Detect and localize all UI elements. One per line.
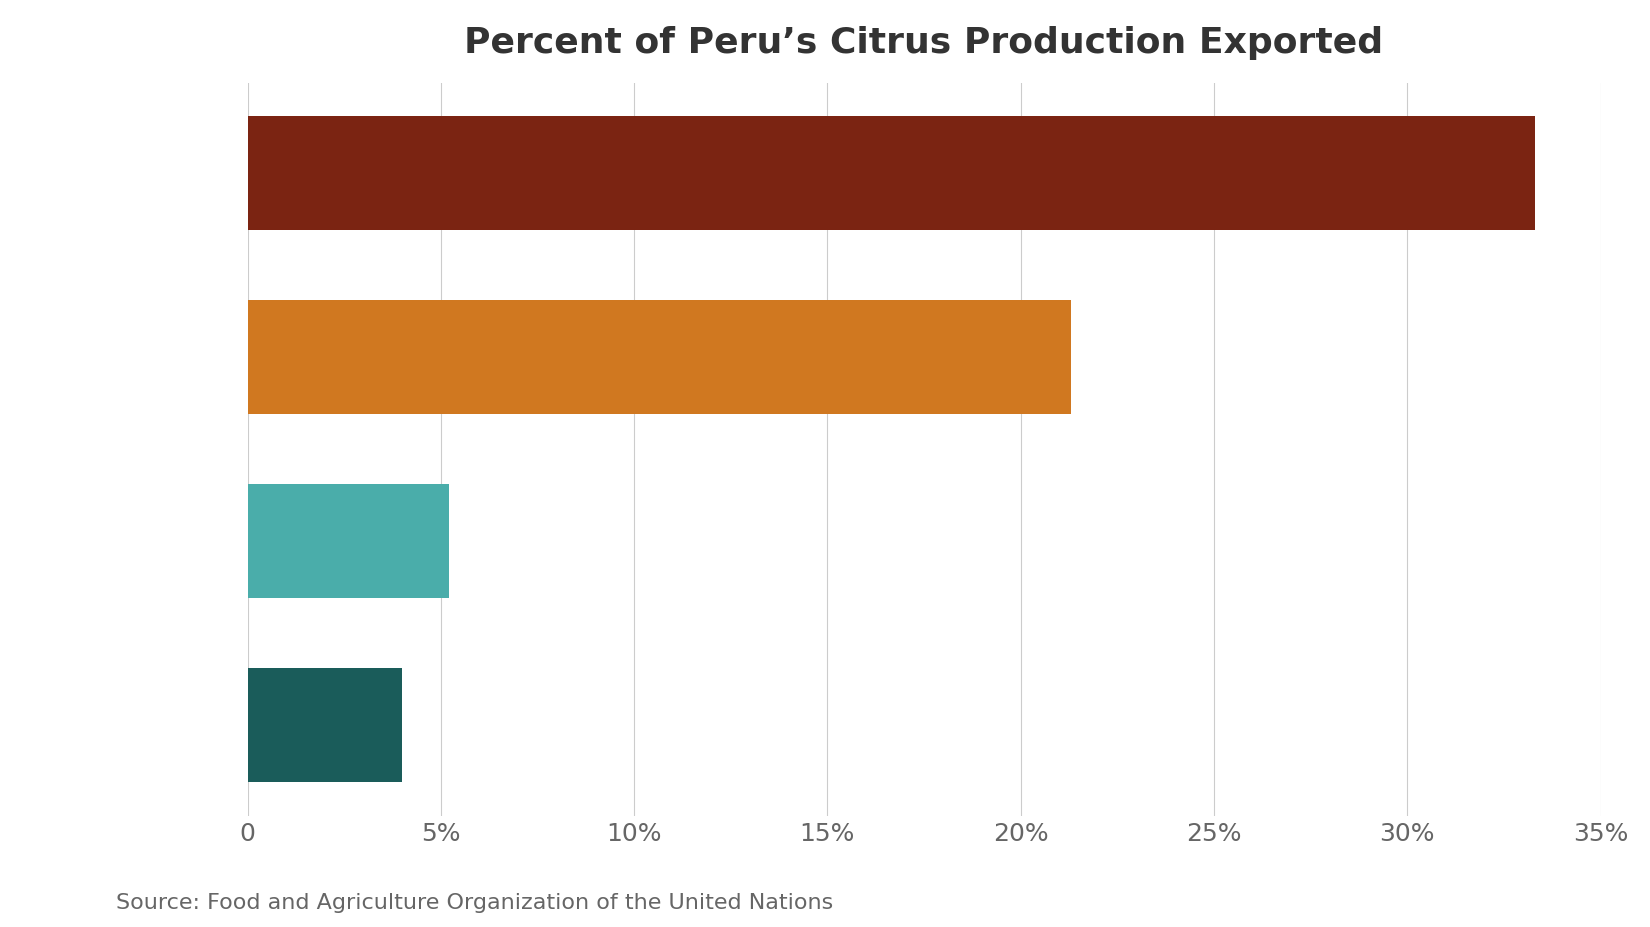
Bar xyxy=(248,485,449,599)
Title: Percent of Peru’s Citrus Production Exported: Percent of Peru’s Citrus Production Expo… xyxy=(464,26,1384,60)
Text: Source: Food and Agriculture Organization of the United Nations: Source: Food and Agriculture Organizatio… xyxy=(116,893,833,912)
Bar xyxy=(248,117,1534,231)
Bar xyxy=(248,300,1071,414)
Bar xyxy=(248,668,403,782)
